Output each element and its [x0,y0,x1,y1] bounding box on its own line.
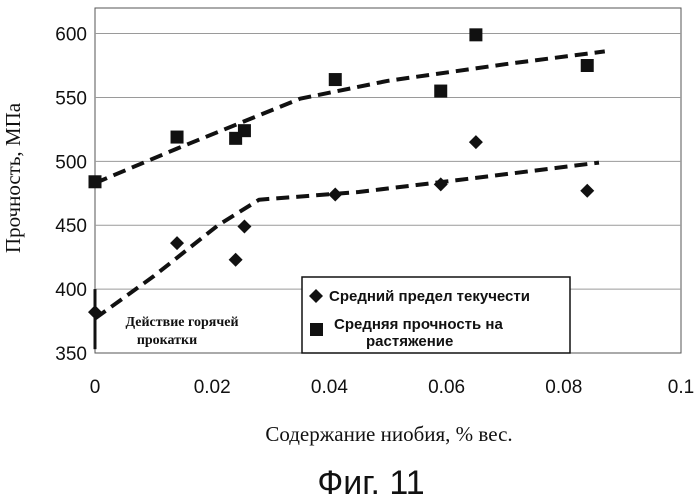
figure-caption: Фиг. 11 [317,464,424,500]
data-point-square [434,84,448,98]
data-point-diamond [328,187,343,202]
data-point-diamond [88,305,102,320]
data-point-square [328,73,342,87]
y-tick-label: 500 [55,152,87,173]
data-point-diamond [433,177,448,192]
data-point-square [469,28,483,42]
data-point-diamond [228,252,243,267]
x-tick-label: 0.02 [194,377,231,398]
y-tick-label: 450 [55,216,87,237]
data-points [88,28,595,320]
x-tick-label: 0.04 [311,377,348,398]
trend-line-series-1 [93,160,600,321]
data-point-diamond [468,135,483,150]
gridlines [95,33,681,290]
trend-lines [93,49,606,321]
legend-label-tensile-line1: Средняя прочность на [334,316,503,333]
legend-diamond-marker [309,289,323,303]
legend-label-tensile-line2: растяжение [366,333,453,350]
x-tick-label: 0 [90,377,101,398]
data-point-diamond [170,236,185,251]
y-tick-labels: 350 400 450 500 550 600 [55,25,87,365]
x-tick-labels: 0 0.02 0.04 0.06 0.08 0.1 [90,377,694,398]
y-tick-label: 600 [55,25,87,46]
y-axis-title: Прочность, МПа [1,102,25,253]
y-tick-label: 350 [55,344,87,365]
y-tick-label: 550 [55,88,87,109]
data-point-square [88,175,102,189]
x-tick-label: 0.1 [668,377,694,398]
data-point-diamond [580,183,595,198]
data-point-diamond [237,219,252,234]
trend-line-series-2 [94,49,606,185]
legend-box [301,276,571,354]
data-point-square [237,124,251,138]
legend-label-yield: Средний предел текучести [329,288,530,305]
x-tick-label: 0.08 [545,377,582,398]
y-tick-label: 400 [55,280,87,301]
data-point-square [580,59,594,72]
legend: Средний предел текучести Средняя прочнос… [301,276,571,354]
x-tick-label: 0.06 [428,377,465,398]
annotation-line-2: прокатки [137,333,197,348]
legend-square-marker [310,323,323,336]
annotation-line-1: Действие горячей [125,315,238,330]
x-axis-title: Содержание ниобия, % вес. [265,422,512,446]
data-point-square [170,130,184,144]
